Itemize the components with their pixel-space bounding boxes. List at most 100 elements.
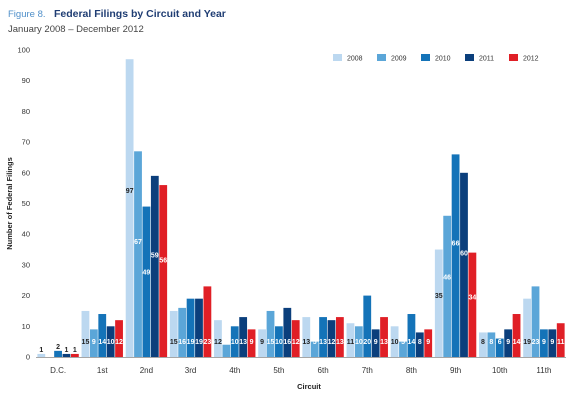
y-tick-label: 50 xyxy=(22,199,30,208)
bar xyxy=(415,332,424,357)
data-label: 15 xyxy=(267,339,275,346)
bar xyxy=(54,350,62,357)
data-label: 9 xyxy=(426,339,430,346)
bar xyxy=(504,329,513,357)
data-label: 19 xyxy=(523,339,531,346)
data-label: 59 xyxy=(151,252,159,259)
data-label: 11 xyxy=(347,339,355,346)
x-tick-label: 6th xyxy=(318,366,329,375)
bar xyxy=(230,326,239,357)
data-label: 9 xyxy=(506,339,510,346)
data-label: 19 xyxy=(195,339,203,346)
data-label: 20 xyxy=(363,339,371,346)
bar xyxy=(319,317,327,357)
data-label: 9 xyxy=(260,339,264,346)
data-label: 6 xyxy=(498,339,502,346)
legend-swatch xyxy=(465,54,474,61)
data-label: 9 xyxy=(374,339,378,346)
legend-swatch xyxy=(377,54,386,61)
bar xyxy=(203,286,212,357)
x-tick-label: D.C. xyxy=(50,366,66,375)
bar xyxy=(548,329,557,357)
bar xyxy=(134,151,142,357)
data-label: 10 xyxy=(391,339,399,346)
x-tick-label: 3rd xyxy=(185,366,197,375)
bar xyxy=(310,341,319,357)
y-tick-label: 20 xyxy=(22,291,30,300)
legend-swatch xyxy=(509,54,518,61)
bar xyxy=(523,298,532,357)
data-label: 9 xyxy=(250,339,254,346)
y-tick-label: 70 xyxy=(22,138,30,147)
data-label: 5 xyxy=(401,339,405,346)
bar xyxy=(327,320,336,357)
data-label: 12 xyxy=(328,339,336,346)
bar xyxy=(380,317,388,357)
bar xyxy=(89,329,98,357)
bar xyxy=(460,172,468,357)
data-label: 15 xyxy=(170,339,178,346)
bar xyxy=(178,307,187,357)
bar xyxy=(195,298,203,357)
bar xyxy=(150,175,159,357)
x-tick-label: 2nd xyxy=(140,366,153,375)
legend-label: 2011 xyxy=(479,56,494,63)
data-label: 11 xyxy=(557,339,565,346)
y-tick-label: 30 xyxy=(22,260,30,269)
bar xyxy=(407,314,416,357)
bar xyxy=(186,298,195,357)
x-tick-label: 8th xyxy=(406,366,417,375)
legend-label: 2012 xyxy=(523,56,539,63)
bar xyxy=(98,314,107,357)
data-label: 66 xyxy=(452,241,460,248)
x-tick-label: 4th xyxy=(229,366,240,375)
data-label: 4 xyxy=(224,339,228,346)
data-label: 5 xyxy=(313,339,317,346)
data-label: 1 xyxy=(73,347,77,354)
bar xyxy=(512,314,521,357)
figure-title: Federal Filings by Circuit and Year xyxy=(53,8,226,20)
y-tick-label: 100 xyxy=(17,46,30,55)
figure-subtitle: January 2008 – December 2012 xyxy=(8,24,144,35)
legend-label: 2009 xyxy=(391,56,407,63)
data-label: 13 xyxy=(239,339,247,346)
bar xyxy=(540,329,548,357)
data-label: 97 xyxy=(126,188,134,195)
bar xyxy=(390,326,399,357)
data-label: 13 xyxy=(380,339,388,346)
bar xyxy=(142,206,151,357)
legend-swatch xyxy=(333,54,342,61)
data-label: 16 xyxy=(283,339,291,346)
bar xyxy=(70,353,79,357)
bar xyxy=(291,320,300,357)
y-tick-label: 10 xyxy=(22,322,30,331)
bar xyxy=(335,317,344,357)
data-label: 2 xyxy=(56,344,60,351)
data-label: 46 xyxy=(443,274,451,281)
data-label: 14 xyxy=(98,339,106,346)
bar xyxy=(346,323,355,357)
chart-legend: 2008 2009 2010 2011 2012 xyxy=(333,54,539,63)
bar xyxy=(247,329,256,357)
bar xyxy=(283,307,292,357)
bar xyxy=(81,310,90,357)
data-label: 14 xyxy=(513,339,521,346)
bar xyxy=(487,332,496,357)
data-label: 13 xyxy=(302,339,310,346)
bar xyxy=(443,215,452,357)
data-label: 10 xyxy=(107,339,115,346)
bar xyxy=(169,310,178,357)
y-axis-title: Number of Federal Filings xyxy=(5,157,14,250)
x-tick-label: 1st xyxy=(97,366,108,375)
figure-header: Figure 8. Federal Filings by Circuit and… xyxy=(8,4,568,35)
bar xyxy=(479,332,487,357)
x-axis-title: Circuit xyxy=(297,382,321,391)
data-label: 14 xyxy=(408,339,416,346)
bar xyxy=(239,317,248,357)
data-label: 9 xyxy=(550,339,554,346)
x-tick-label: 7th xyxy=(362,366,373,375)
bar xyxy=(399,341,407,357)
bar xyxy=(354,326,363,357)
